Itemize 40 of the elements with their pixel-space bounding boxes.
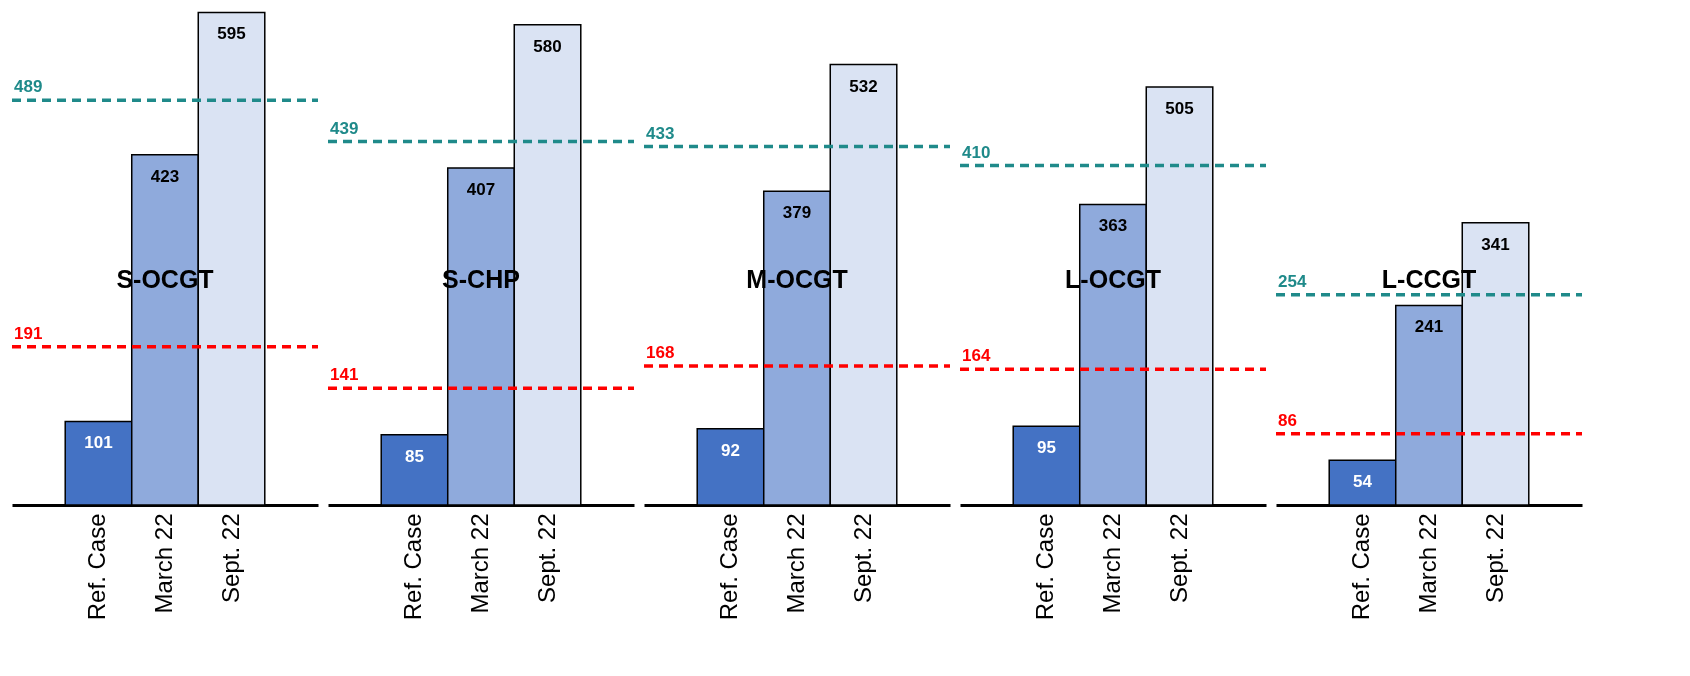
data-label: 85 — [405, 446, 424, 466]
ref-line-label: 141 — [330, 365, 359, 385]
data-label: 92 — [721, 440, 740, 460]
x-tick-label: Ref. Case — [1031, 513, 1059, 621]
ref-line-label: 489 — [14, 77, 43, 97]
data-label: 532 — [849, 76, 878, 96]
data-label: 241 — [1414, 317, 1444, 337]
ref-line-label: 86 — [1278, 410, 1297, 430]
data-label: 363 — [1098, 216, 1128, 236]
data-label: 505 — [1165, 98, 1194, 118]
data-label: 423 — [150, 166, 180, 186]
x-tick-label: Ref. Case — [83, 513, 111, 621]
data-label: 101 — [84, 433, 113, 453]
ref-line-label: 410 — [962, 142, 991, 162]
x-tick-label: Sept. 22 — [1164, 513, 1192, 603]
x-tick-label: Ref. Case — [399, 513, 427, 621]
data-label: 595 — [217, 24, 246, 44]
x-tick-label: Sept. 22 — [1480, 513, 1508, 603]
x-tick-label: Sept. 22 — [848, 513, 876, 603]
data-label: 379 — [782, 203, 812, 223]
ref-line-label: 164 — [962, 346, 991, 366]
x-tick-label: March 22 — [1414, 513, 1441, 614]
x-tick-label: March 22 — [466, 513, 493, 614]
ref-line-label: 254 — [1278, 271, 1307, 291]
ref-line-label: 168 — [646, 342, 675, 362]
x-tick-label: March 22 — [782, 513, 809, 614]
ref-line-label: 191 — [14, 323, 43, 343]
ref-line-label: 433 — [646, 123, 675, 143]
x-tick-label: Ref. Case — [1347, 513, 1375, 621]
data-label: 580 — [533, 36, 562, 56]
x-tick-label: Ref. Case — [715, 513, 743, 621]
x-tick-label: Sept. 22 — [216, 513, 244, 603]
x-tick-label: Sept. 22 — [532, 513, 560, 603]
data-label: 407 — [466, 180, 496, 200]
data-label: 95 — [1037, 438, 1056, 458]
x-tick-label: March 22 — [150, 513, 177, 614]
data-label: 341 — [1481, 234, 1510, 254]
ref-line-label: 439 — [330, 118, 359, 138]
data-label: 54 — [1353, 472, 1373, 492]
x-tick-label: March 22 — [1098, 513, 1125, 614]
